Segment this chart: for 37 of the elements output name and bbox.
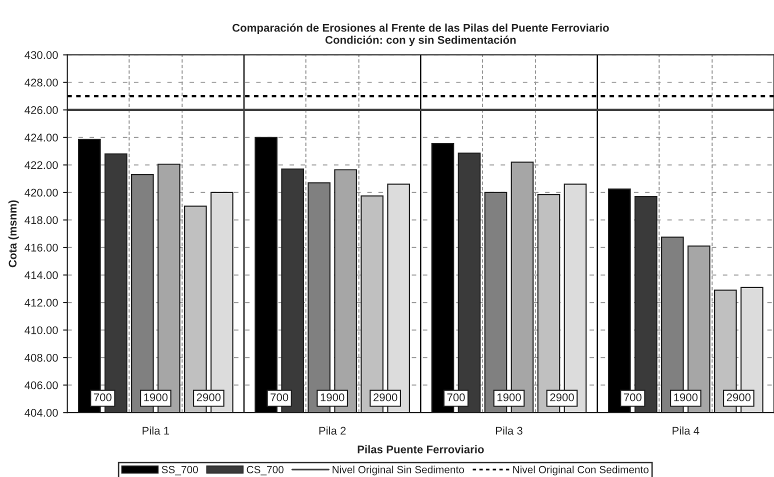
y-tick-label: 414.00	[24, 271, 58, 280]
x-tick-label: Pila 4	[672, 426, 700, 435]
legend-label: CS_700	[246, 466, 284, 476]
y-tick-label: 426.00	[24, 106, 58, 114]
annotation: 700	[624, 393, 642, 402]
annotation: 1900	[320, 393, 344, 402]
annotation: 2900	[726, 393, 751, 402]
chart-title: Comparación de Erosiones al Frente de las Pilas del Puente Ferroviario Condición: con y sin Sedimentación	[232, 24, 609, 46]
y-tick-label: 430.00	[24, 51, 58, 59]
x-tick-label: Pila 1	[142, 426, 170, 435]
y-tick-label: 420.00	[24, 188, 58, 197]
x-tick-label: Pila 3	[496, 426, 522, 435]
y-tick-label: 406.00	[24, 381, 58, 390]
annotation: 1900	[674, 393, 698, 402]
y-tick-label: 408.00	[24, 354, 58, 362]
annotation: 2900	[550, 393, 574, 402]
annotation: 700	[447, 393, 465, 402]
annotation: 1900	[144, 393, 168, 402]
y-axis-title: Cota (msnm)	[8, 200, 19, 268]
annotation: 1900	[497, 393, 521, 402]
legend-label: Nivel Original Sin Sedimento	[332, 466, 464, 476]
annotation: 2900	[374, 393, 398, 402]
x-axis-title: Pilas Puente Ferroviario	[358, 445, 484, 454]
y-tick-label: 428.00	[24, 78, 58, 87]
y-tick-label: 412.00	[24, 298, 58, 307]
y-tick-label: 410.00	[24, 326, 58, 334]
annotation: 700	[94, 393, 112, 402]
legend-label: SS_700	[162, 466, 198, 476]
annotation: 2900	[196, 393, 221, 402]
y-tick-label: 424.00	[24, 134, 58, 142]
y-tick-label: 416.00	[24, 244, 58, 252]
y-tick-label: 422.00	[24, 161, 58, 170]
legend-label: Nivel Original Con Sedimento	[513, 466, 649, 476]
x-tick-label: Pila 2	[319, 426, 346, 435]
y-tick-label: 404.00	[24, 408, 58, 417]
annotation: 700	[270, 393, 288, 402]
y-tick-label: 418.00	[24, 216, 58, 224]
